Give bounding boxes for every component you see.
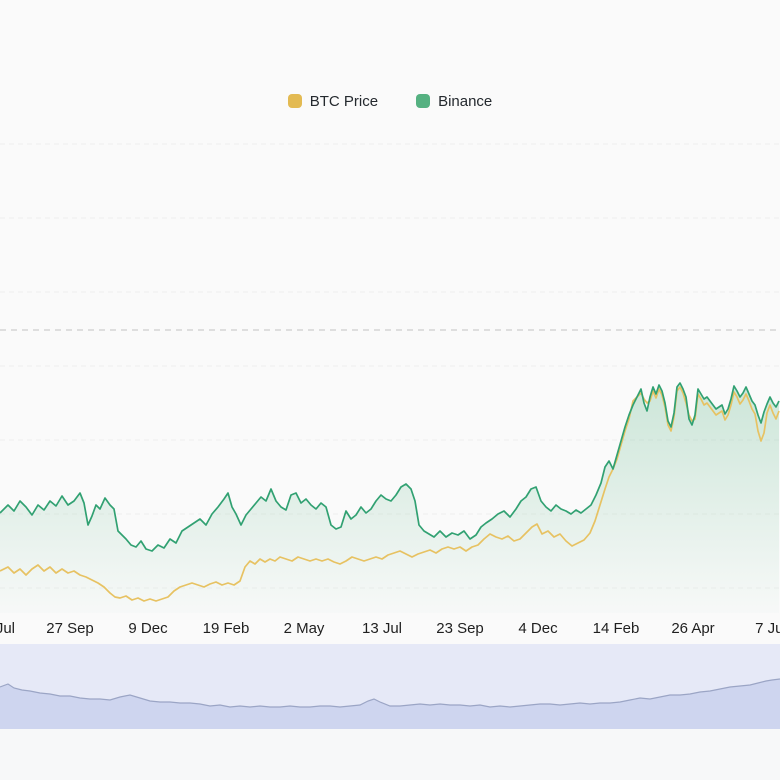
navigator[interactable] <box>0 644 780 780</box>
legend-item-binance[interactable]: Binance <box>416 93 492 110</box>
bottom-spacer <box>0 729 780 780</box>
x-axis: 17 Jul 27 Sep 9 Dec 19 Feb 2 May 13 Jul 23 Sep… <box>0 620 780 640</box>
legend-label-btc-price: BTC Price <box>309 92 379 110</box>
legend-item-btc-price[interactable]: BTC Price <box>287 92 379 110</box>
x-tick-label: 7 Jul <box>755 620 780 637</box>
x-tick-label: 14 Feb <box>592 620 640 637</box>
x-tick-label: 26 Apr <box>671 620 715 637</box>
x-tick-label: 13 Jul <box>361 620 403 637</box>
btc-price-line[interactable] <box>0 386 780 602</box>
series-plot <box>0 382 780 613</box>
x-tick-label: 2 May <box>283 620 325 637</box>
navigator-area <box>0 679 780 729</box>
legend-label-binance: Binance <box>438 92 493 110</box>
x-tick-label: 27 Sep <box>46 620 94 637</box>
btc-price-swatch-icon <box>287 94 302 108</box>
binance-line[interactable] <box>0 382 780 552</box>
x-tick-label: 4 Dec <box>518 620 558 637</box>
x-tick-label: 9 Dec <box>128 620 168 637</box>
x-tick-label: 17 Jul <box>0 620 16 637</box>
navigator-line[interactable] <box>0 678 780 708</box>
x-tick-label: 19 Feb <box>202 620 250 637</box>
x-tick-label: 23 Sep <box>436 620 484 637</box>
binance-swatch-icon <box>416 94 431 108</box>
binance-area <box>0 383 779 613</box>
chart-legend: BTC Price Binance <box>0 89 780 113</box>
